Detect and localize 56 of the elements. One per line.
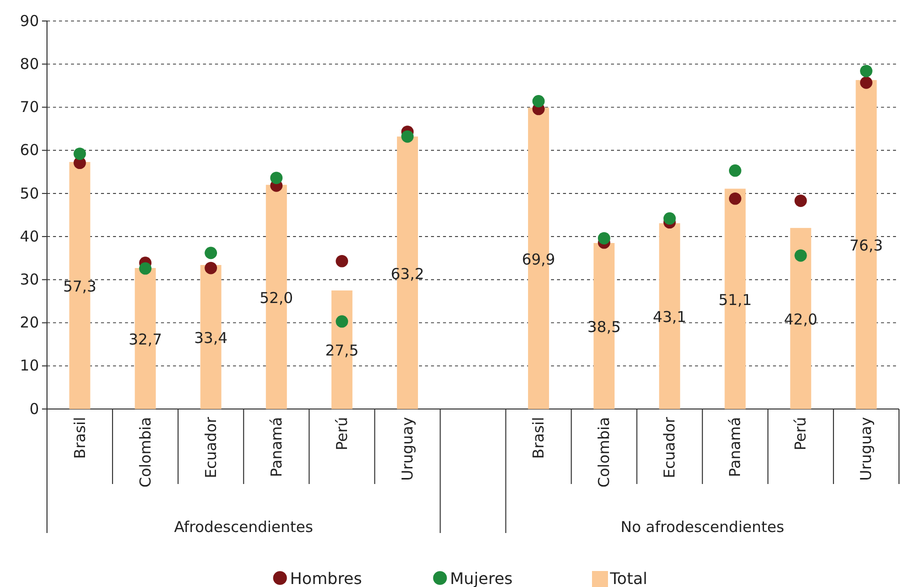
text: No afrodescendientes <box>620 518 784 536</box>
point <box>204 262 218 274</box>
data-label: 51,1 <box>718 290 752 309</box>
point <box>728 164 742 177</box>
point <box>270 172 283 184</box>
point <box>401 130 414 143</box>
x-tick-label: Uruguay <box>398 416 416 481</box>
data-label: 57,3 <box>63 277 96 296</box>
data-label: 33,4 <box>194 329 228 348</box>
x-tick-label: Perú <box>332 417 351 450</box>
point <box>74 148 86 160</box>
x-tick-label: Uruguay <box>857 416 876 481</box>
point <box>204 246 218 260</box>
legend-label: Total <box>609 569 648 587</box>
x-tick-label: Colombia <box>136 417 154 488</box>
point <box>794 249 807 262</box>
x-tick-label: Colombia <box>595 417 614 488</box>
y-tick-label: 70 <box>20 98 39 116</box>
y-tick-label: 20 <box>20 314 39 332</box>
text: Afrodescendientes <box>174 518 314 536</box>
x-tick-label: Perú <box>792 417 810 450</box>
y-tick-label: 0 <box>29 400 39 418</box>
y-tick-label: 90 <box>20 12 39 30</box>
point <box>336 254 348 268</box>
point <box>139 262 152 275</box>
point <box>336 315 348 328</box>
x-tick-label: Panamá <box>726 417 744 478</box>
data-label: 42,0 <box>784 310 818 328</box>
data-label: 27,5 <box>325 342 359 360</box>
point <box>663 212 676 225</box>
point <box>728 192 742 205</box>
data-label: 52,0 <box>260 288 294 307</box>
point <box>860 76 872 89</box>
data-label: 38,5 <box>587 318 621 336</box>
x-tick-label: Brasil <box>530 417 548 459</box>
data-label: 32,7 <box>128 330 162 349</box>
y-tick-label: 60 <box>20 141 39 160</box>
data-label: 76,3 <box>850 236 883 255</box>
x-tick-label: Brasil <box>70 417 89 459</box>
data-label: 43,1 <box>652 308 686 326</box>
y-tick-label: 40 <box>20 227 39 246</box>
y-tick-label: 80 <box>20 54 39 73</box>
data-label: 63,2 <box>390 264 424 283</box>
x-tick-label: Panamá <box>267 417 286 478</box>
y-tick-label: 30 <box>20 270 39 288</box>
point <box>794 194 807 207</box>
legend-label: Hombres <box>290 569 362 587</box>
x-tick-label: Ecuador <box>660 416 679 478</box>
x-tick-label: Ecuador <box>202 416 220 478</box>
y-tick-label: 50 <box>20 184 39 202</box>
legend-label: Mujeres <box>450 569 513 587</box>
data-label: 69,9 <box>522 250 556 268</box>
point <box>598 232 610 244</box>
y-tick-label: 10 <box>20 356 39 375</box>
point <box>532 95 545 108</box>
point <box>860 64 872 78</box>
